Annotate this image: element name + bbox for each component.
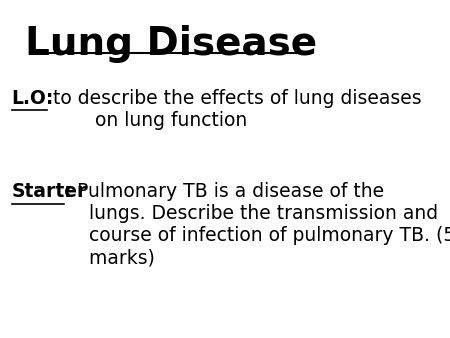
Text: to describe the effects of lung diseases
        on lung function: to describe the effects of lung diseases… (47, 89, 422, 129)
Text: :: : (64, 183, 72, 201)
Text: Lung Disease: Lung Disease (26, 25, 318, 63)
Text: L.O:: L.O: (12, 89, 54, 107)
Text: Pulmonary TB is a disease of the
   lungs. Describe the transmission and
   cour: Pulmonary TB is a disease of the lungs. … (71, 183, 450, 267)
Text: Starter: Starter (12, 183, 87, 201)
